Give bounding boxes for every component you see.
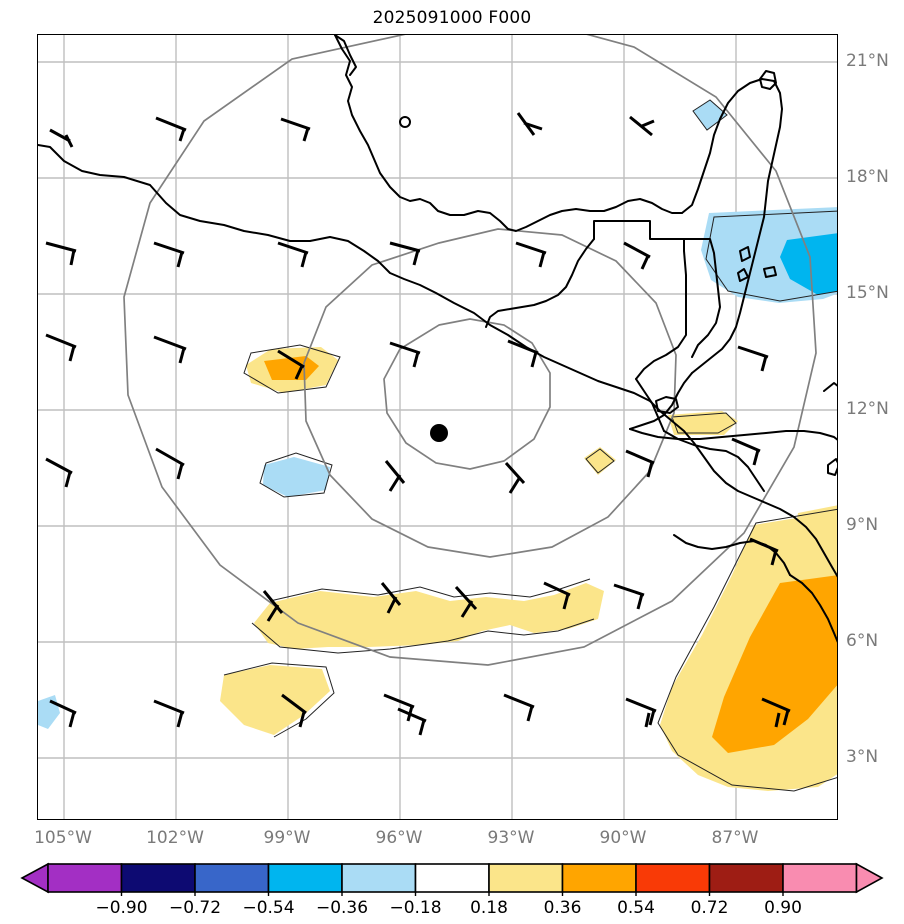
- x-tick-label-3: 96°W: [375, 828, 423, 848]
- y-tick-label-4: 9°N: [846, 515, 879, 535]
- inland-detail-2: [827, 458, 837, 476]
- colorbar-tick-label-1: −0.72: [168, 898, 222, 918]
- coast-pacific-mexico: [38, 144, 651, 402]
- colorbar-cell-10: [782, 863, 858, 893]
- y-tick-label-2: 15°N: [846, 283, 889, 303]
- colorbar-svg: [20, 862, 884, 896]
- border-el-salvador: [663, 430, 765, 492]
- range-ring-outer: [123, 35, 817, 666]
- coast-yucatan: [681, 78, 783, 374]
- coast-belize: [629, 372, 693, 430]
- colorbar[interactable]: −0.90 −0.72 −0.54 −0.36 −0.18 0.18 0.36 …: [0, 862, 904, 924]
- colorbar-cell-7: [561, 863, 637, 893]
- coast-el-salvador: [673, 534, 791, 576]
- filled-contours: [38, 100, 837, 791]
- x-tick-label-1: 102°W: [146, 828, 204, 848]
- small-island-1: [739, 246, 751, 262]
- colorbar-cell-4: [341, 863, 417, 893]
- colorbar-cell-2: [194, 863, 270, 893]
- shade-positive-small-lens: [668, 411, 738, 435]
- lake-izabal: [655, 396, 679, 414]
- small-island-2: [763, 266, 777, 278]
- shade-positive-small-diamond: [584, 447, 616, 475]
- colorbar-tick-label-7: 0.54: [617, 898, 655, 918]
- coast-baja-tip: [334, 35, 357, 76]
- shade-positive-southern-band: [254, 583, 604, 649]
- coast-honduras-north: [629, 428, 837, 441]
- colorbar-cell-0: [47, 863, 123, 893]
- storm-center-marker[interactable]: [430, 424, 448, 442]
- map-svg: [38, 35, 837, 819]
- y-tick-label-0: 21°N: [846, 51, 889, 71]
- small-island-3: [737, 268, 749, 282]
- y-tick-label-3: 12°N: [846, 399, 889, 419]
- colorbar-tick-label-5: 0.18: [470, 898, 508, 918]
- y-tick-label-6: 3°N: [846, 747, 879, 767]
- shade-negative-honduras-core: [780, 233, 837, 295]
- coastlines: [38, 35, 837, 643]
- colorbar-cell-8: [635, 863, 711, 893]
- coast-gulf-mexico: [334, 35, 683, 232]
- colorbar-tick-label-0: −0.90: [95, 898, 148, 918]
- colorbar-tick-label-6: 0.36: [543, 898, 582, 918]
- colorbar-cell-1: [120, 863, 196, 893]
- colorbar-cell-5: [414, 863, 490, 893]
- map-plot-area[interactable]: [37, 34, 838, 820]
- border-guatemala-west: [485, 238, 595, 328]
- y-tick-label-5: 6°N: [846, 631, 879, 651]
- coast-pacific-centam: [649, 400, 837, 578]
- colorbar-ticks: [120, 892, 784, 896]
- inland-detail-1: [823, 382, 837, 392]
- shade-negative-left-edge: [38, 695, 60, 729]
- range-ring-middle: [303, 228, 677, 558]
- x-tick-label-2: 99°W: [263, 828, 311, 848]
- shade-positive-yucatan-coast: [794, 505, 837, 555]
- colorbar-extend-max: [855, 862, 884, 894]
- border-guatemala-mexico: [593, 220, 687, 380]
- x-tick-label-5: 90°W: [599, 828, 647, 848]
- border-belize: [683, 238, 721, 358]
- y-tick-label-1: 18°N: [846, 167, 889, 187]
- colorbar-cell-6: [488, 863, 564, 893]
- contour-lines: [223, 99, 837, 792]
- wind-barbs: [45, 112, 791, 736]
- border-honduras: [635, 378, 665, 432]
- colorbar-tick-label-3: −0.36: [315, 898, 369, 918]
- colorbar-tick-label-9: 0.90: [764, 898, 802, 918]
- city-marker-icon: [399, 116, 411, 128]
- x-tick-label-6: 87°W: [711, 828, 759, 848]
- colorbar-tick-label-8: 0.72: [690, 898, 729, 918]
- colorbar-cell-3: [267, 863, 343, 893]
- page-title: 2025091000 F000: [372, 8, 532, 28]
- range-rings: [123, 35, 817, 666]
- shade-positive-caribbean-core: [712, 575, 837, 753]
- x-tick-label-0: 105°W: [34, 828, 92, 848]
- shade-negative-pacific: [263, 457, 330, 497]
- coast-cozumel: [759, 70, 777, 90]
- x-tick-label-4: 93°W: [487, 828, 535, 848]
- shade-positive-southwest-lobe: [220, 665, 330, 735]
- colorbar-tick-label-2: −0.54: [242, 898, 295, 918]
- colorbar-extend-min: [20, 862, 49, 894]
- coast-nicaragua: [789, 574, 837, 643]
- colorbar-cell-9: [708, 863, 784, 893]
- range-ring-inner: [383, 318, 551, 470]
- colorbar-tick-label-4: −0.18: [389, 898, 442, 918]
